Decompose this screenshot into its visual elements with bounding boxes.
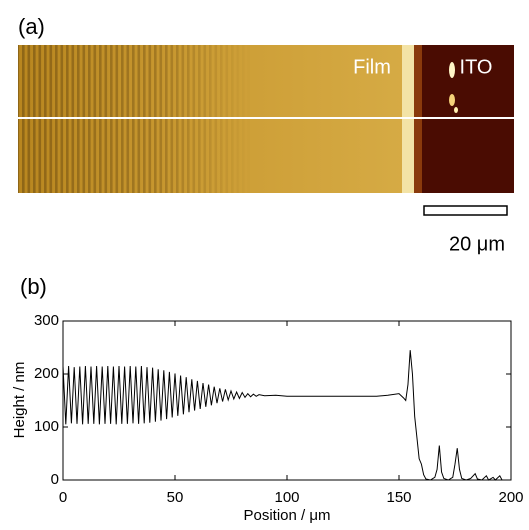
profile-line xyxy=(62,350,503,481)
scale-label: 20 μm xyxy=(449,233,505,255)
x-tick-label: 200 xyxy=(498,489,523,506)
x-tick-label: 150 xyxy=(386,489,411,506)
y-tick-label: 0 xyxy=(51,471,59,488)
panel-label: (b) xyxy=(20,274,47,299)
x-tick-label: 50 xyxy=(167,489,184,506)
y-tick-label: 100 xyxy=(34,418,59,435)
x-tick-label: 100 xyxy=(274,489,299,506)
plot-frame xyxy=(62,320,512,481)
bright-spot xyxy=(449,62,455,78)
region-label: Film xyxy=(353,56,391,78)
scale-bar xyxy=(423,205,508,216)
x-axis-label: Position / μm xyxy=(243,507,330,524)
bright-spot xyxy=(449,94,455,106)
bright-spot xyxy=(454,107,458,113)
panel-label: (a) xyxy=(18,14,45,39)
y-tick-label: 300 xyxy=(34,312,59,329)
x-tick-label: 0 xyxy=(59,489,67,506)
y-axis-label: Height / nm xyxy=(11,362,28,439)
region-label: ITO xyxy=(460,56,493,78)
y-tick-label: 200 xyxy=(34,365,59,382)
